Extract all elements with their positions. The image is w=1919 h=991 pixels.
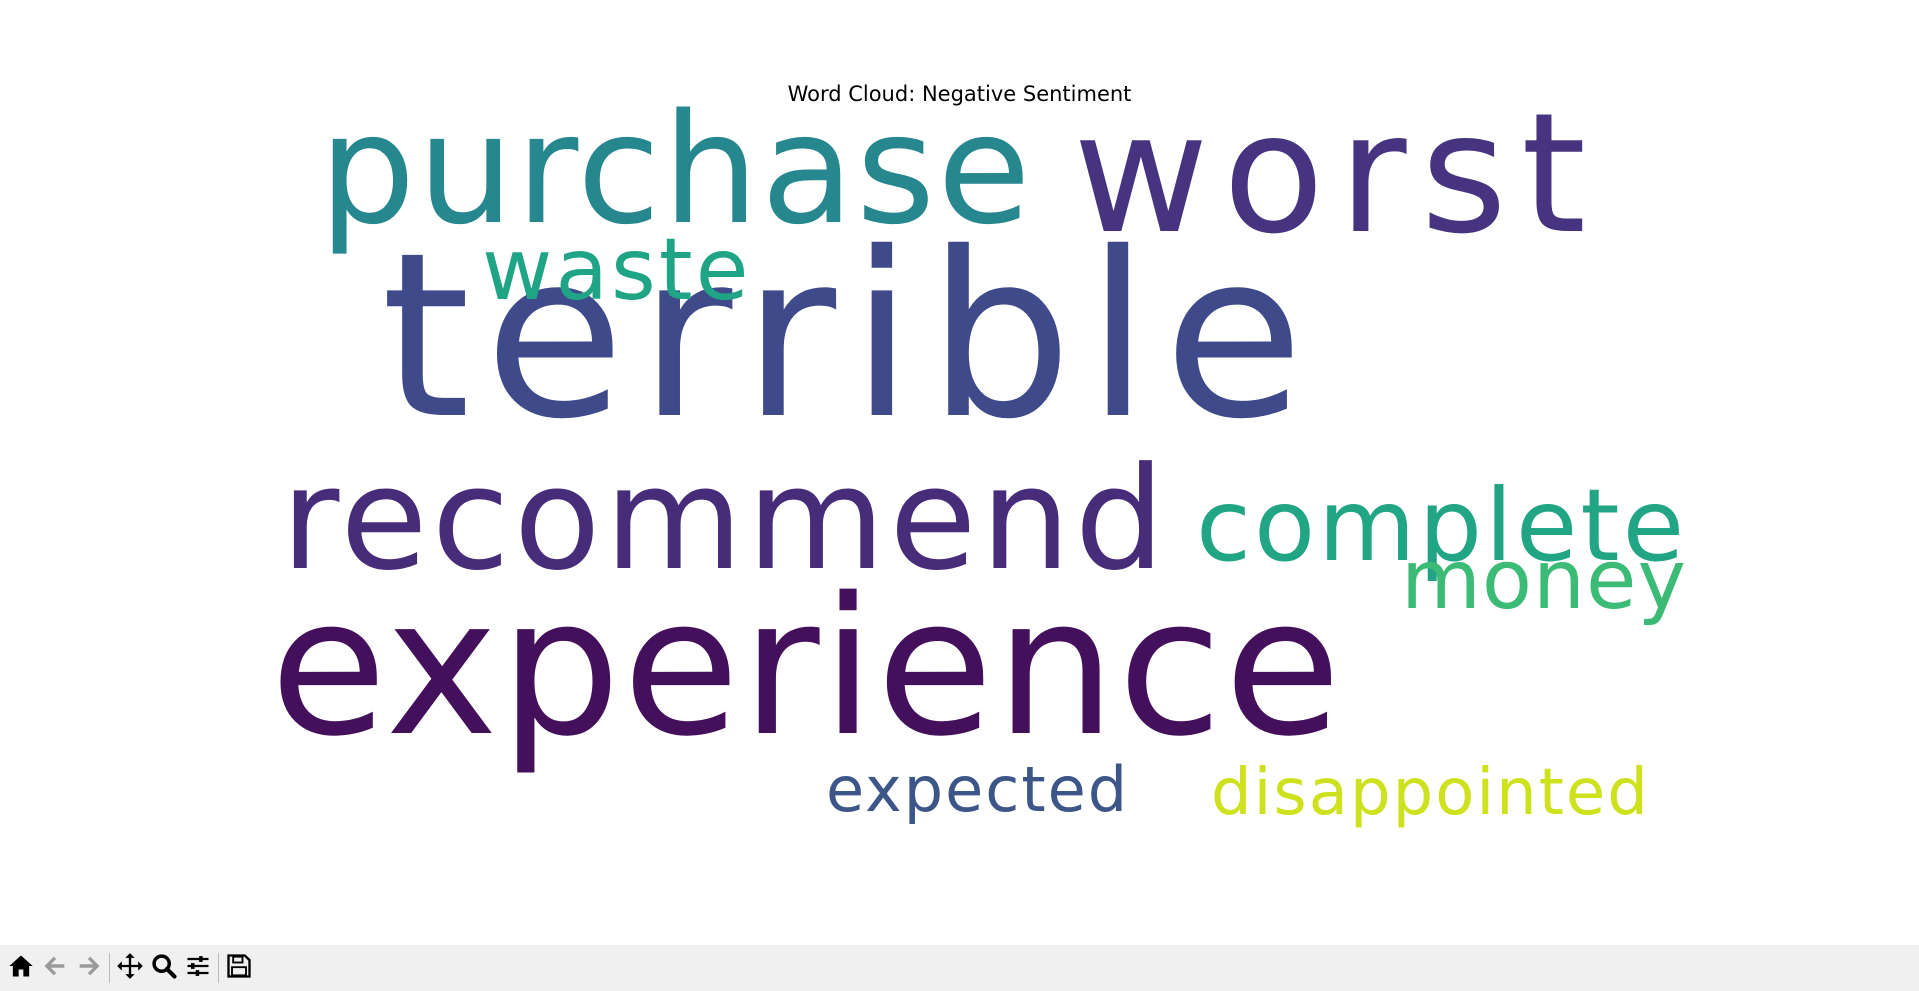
- zoom-icon: [150, 952, 178, 984]
- pan-button[interactable]: [113, 949, 147, 987]
- toolbar-separator: [109, 953, 110, 983]
- word-waste: waste: [482, 220, 752, 320]
- back-icon: [41, 952, 69, 984]
- word-purchase: purchase: [319, 81, 1033, 258]
- home-button[interactable]: [4, 949, 38, 987]
- navigation-toolbar: [0, 945, 1919, 991]
- configure-subplots-icon: [184, 952, 212, 984]
- save-button[interactable]: [222, 949, 256, 987]
- back-button[interactable]: [38, 949, 72, 987]
- save-icon: [225, 952, 253, 984]
- configure-subplots-button[interactable]: [181, 949, 215, 987]
- figure-title: Word Cloud: Negative Sentiment: [787, 82, 1132, 106]
- figure-canvas: Word Cloud: Negative Sentiment terrible …: [270, 78, 1688, 830]
- toolbar-separator: [218, 953, 219, 983]
- word-recommend: recommend: [281, 437, 1169, 602]
- word-worst: worst: [1073, 78, 1601, 271]
- word-experience: experience: [270, 557, 1344, 778]
- pan-icon: [116, 952, 144, 984]
- word-expected: expected: [826, 753, 1130, 826]
- word-complete: complete: [1196, 467, 1688, 584]
- word-disappointed: disappointed: [1211, 756, 1650, 830]
- forward-icon: [75, 952, 103, 984]
- forward-button[interactable]: [72, 949, 106, 987]
- home-icon: [7, 952, 35, 984]
- word-money: money: [1401, 533, 1687, 628]
- zoom-button[interactable]: [147, 949, 181, 987]
- word-terrible: terrible: [381, 203, 1318, 469]
